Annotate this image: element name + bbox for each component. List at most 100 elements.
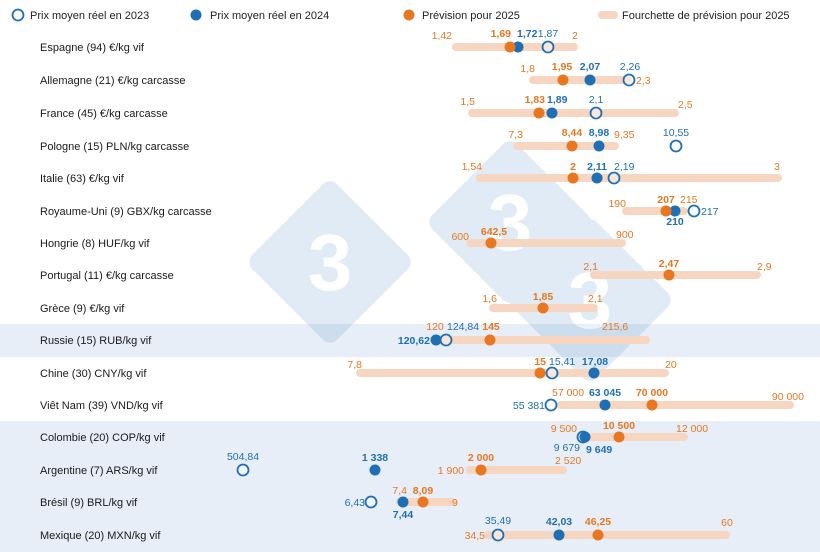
point-2023	[622, 73, 636, 87]
row-label: Mexique (20) MXN/kg vif	[40, 530, 161, 542]
legend-marker-y2023	[11, 8, 25, 22]
value-label-y2025: 207	[657, 194, 675, 206]
value-label-y2024: 63 045	[589, 387, 621, 399]
point-2024	[579, 431, 591, 443]
legend-marker-y2024	[190, 9, 202, 21]
value-label-low: 1 900	[438, 465, 464, 477]
row-label: Russie (15) RUB/kg vif	[40, 335, 152, 347]
value-label-low: 9 500	[551, 423, 577, 435]
point-2024	[599, 399, 611, 411]
point-2025	[537, 302, 549, 314]
value-label-y2023: 10,55	[663, 127, 689, 139]
point-2024	[591, 172, 603, 184]
value-label-high: 215,6	[602, 321, 628, 333]
point-2025	[613, 431, 625, 443]
value-label-high: 9	[452, 497, 458, 509]
legend-marker-range	[598, 11, 618, 19]
watermark-diamond	[249, 181, 411, 343]
value-label-y2025: 642,5	[481, 226, 507, 238]
point-2025	[557, 74, 569, 86]
value-label-y2024: 1,72	[517, 28, 538, 40]
point-2025	[566, 140, 578, 152]
value-label-y2023: 2,26	[620, 61, 641, 73]
row-label: Brésil (9) BRL/kg vif	[40, 497, 138, 509]
value-label-high: 3	[774, 161, 780, 173]
row-label: Chine (30) CNY/kg vif	[40, 368, 147, 380]
chart-row: Portugal (11) €/kg carcasse 2,1 2,9 2,47	[40, 258, 772, 282]
value-label-high: 20	[665, 359, 677, 371]
value-label-high: 12 000	[676, 423, 708, 435]
watermark-digit: 3	[568, 256, 613, 345]
value-label-low: 1,8	[520, 63, 535, 75]
chart-row: Hongrie (8) HUF/kg vif 600 900 642,5	[40, 226, 634, 250]
row-label: France (45) €/kg carcasse	[40, 108, 168, 120]
value-label-low: 1,5	[460, 96, 475, 108]
value-label-y2023: 2,19	[614, 161, 635, 173]
highlight-band	[0, 324, 820, 357]
row-label: Portugal (11) €/kg carcasse	[40, 270, 174, 282]
point-2024	[430, 334, 442, 346]
value-label-y2025: 1,83	[525, 94, 546, 106]
legend-label-range: Fourchette de prévision pour 2025	[622, 10, 790, 22]
chart-row: Chine (30) CNY/kg vif 7,8 20 15,41 17,08 15	[40, 356, 677, 380]
value-label-y2024: 2,07	[580, 61, 601, 73]
point-2025	[504, 41, 516, 53]
point-2023	[236, 463, 250, 477]
point-2023	[687, 204, 701, 218]
value-label-y2023: 35,49	[485, 515, 511, 527]
value-label-y2024: 7,44	[393, 509, 414, 521]
chart-row: Italie (63) €/kg vif 1,54 3 2,19 2,11 2	[40, 161, 782, 185]
point-2024	[588, 367, 600, 379]
legend-label-y2025: Prévision pour 2025	[422, 10, 520, 22]
point-2025	[484, 334, 496, 346]
point-2024	[512, 41, 524, 53]
value-label-y2024: 8,98	[589, 127, 610, 139]
point-2024	[369, 464, 381, 476]
chart-row: Pologne (15) PLN/kg carcasse 7,3 9,35 10,55…	[40, 127, 689, 153]
value-label-y2024: 120,62	[398, 335, 430, 347]
legend-label-y2024: Prix moyen réel en 2024	[210, 10, 329, 22]
value-label-high: 2,3	[636, 75, 651, 87]
point-2023	[541, 40, 555, 54]
point-2024	[593, 140, 605, 152]
point-2025	[475, 464, 487, 476]
chart-row: Argentine (7) ARS/kg vif 1 900 2 520 504,84…	[40, 451, 581, 477]
value-label-low: 7,4	[392, 485, 407, 497]
point-2023	[607, 171, 621, 185]
value-label-high: 2,5	[678, 99, 693, 111]
point-2025	[592, 529, 604, 541]
legend-label-y2023: Prix moyen réel en 2023	[30, 10, 149, 22]
point-2025	[567, 172, 579, 184]
value-label-y2024: 9 649	[586, 444, 612, 456]
value-label-low: 190	[608, 198, 626, 210]
value-label-y2025: 8,09	[413, 485, 434, 497]
row-label: Hongrie (8) HUF/kg vif	[40, 238, 150, 250]
point-2025	[485, 237, 497, 249]
value-label-y2024: 1,89	[547, 94, 568, 106]
value-label-y2025: 8,44	[562, 127, 583, 139]
point-2023	[491, 528, 505, 542]
value-label-high: 60	[721, 517, 733, 529]
value-label-y2023: 504,84	[227, 451, 259, 463]
point-2025	[533, 107, 545, 119]
value-label-high: 2 520	[555, 455, 581, 467]
value-label-high: 9,35	[614, 129, 635, 141]
value-label-y2023: 2,1	[589, 94, 604, 106]
point-2025	[660, 205, 672, 217]
value-label-y2024: 2,11	[587, 161, 607, 173]
value-label-y2025: 10 500	[603, 420, 635, 432]
row-label: Argentine (7) ARS/kg vif	[40, 465, 158, 477]
value-label-y2025: 1,95	[552, 61, 573, 73]
value-label-y2023: 9 679	[554, 442, 580, 454]
chart-row: Mexique (20) MXN/kg vif 34,5 60 35,49 42,03 4…	[40, 515, 733, 542]
highlight-band	[0, 421, 820, 552]
value-label-y2024: 17,08	[582, 356, 608, 368]
value-label-y2025: 2,47	[659, 258, 680, 270]
value-label-low: 57 000	[552, 387, 584, 399]
value-label-low: 1,6	[482, 293, 497, 305]
chart-row: Russie (15) RUB/kg vif 120 215,6 124,84 120,…	[40, 321, 650, 347]
value-label-low: 7,8	[347, 359, 362, 371]
value-label-high: 2	[572, 30, 578, 42]
value-label-y2023: 15,41	[549, 356, 575, 368]
